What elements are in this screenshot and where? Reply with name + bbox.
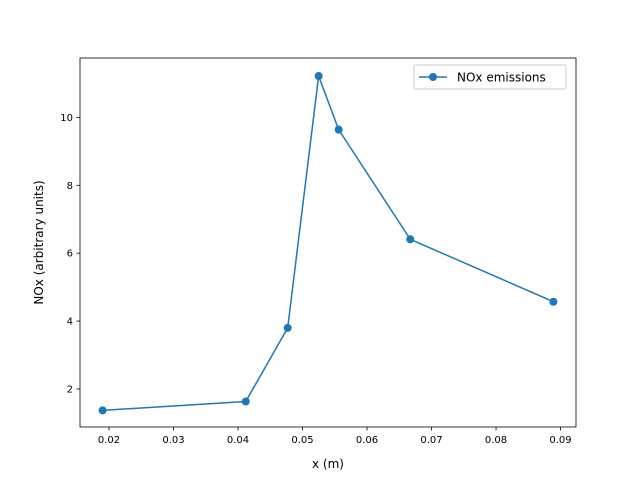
x-tick-label: 0.09: [549, 435, 571, 446]
data-point: [98, 406, 107, 415]
x-tick-label: 0.04: [227, 435, 249, 446]
data-point: [549, 297, 558, 306]
y-tick-label: 8: [67, 181, 73, 192]
data-point: [241, 397, 250, 406]
x-axis-label: x (m): [312, 457, 344, 471]
y-tick-label: 4: [67, 317, 73, 328]
axes-frame: [79, 57, 577, 428]
y-tick-label: 10: [60, 113, 73, 124]
x-axis-ticks: 0.02 0.03 0.04 0.05 0.06 0.07 0.08 0.09: [98, 427, 572, 446]
data-point: [314, 71, 323, 80]
legend-entry-label: NOx emissions: [457, 71, 546, 85]
x-tick-label: 0.05: [291, 435, 313, 446]
x-tick-label: 0.06: [356, 435, 378, 446]
legend-marker-sample: [429, 73, 437, 81]
y-axis-label: NOx (arbitrary units): [32, 180, 46, 304]
legend: NOx emissions: [413, 64, 567, 90]
plot-area: [98, 71, 558, 415]
legend-frame: [413, 64, 567, 90]
x-tick-label: 0.02: [98, 435, 120, 446]
data-point: [334, 125, 343, 134]
y-axis-ticks: 2 4 6 8 10: [60, 113, 80, 395]
x-tick-label: 0.03: [162, 435, 184, 446]
data-point: [406, 235, 415, 244]
x-tick-label: 0.08: [485, 435, 507, 446]
x-tick-label: 0.07: [420, 435, 442, 446]
y-tick-label: 2: [67, 384, 73, 395]
data-point: [283, 323, 292, 332]
y-tick-label: 6: [67, 249, 73, 260]
